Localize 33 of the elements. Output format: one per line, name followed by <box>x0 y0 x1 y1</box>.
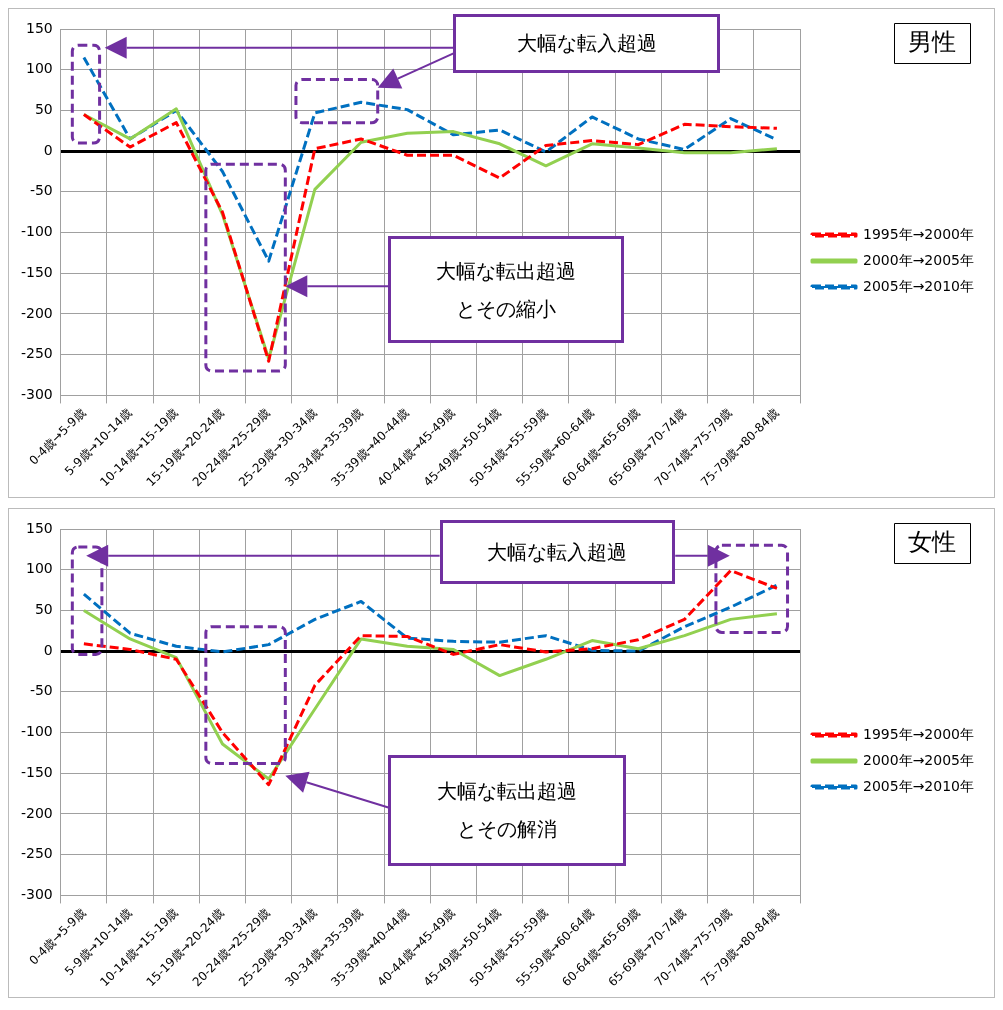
y-tick-label: 50 <box>34 601 53 618</box>
annotation: 大幅な転出超過とその解消 <box>436 778 579 844</box>
text: 女性 <box>908 528 956 557</box>
y-tick-label: -150 <box>20 763 53 780</box>
legend-label: 2005年→2010年 <box>863 777 975 794</box>
annotation: 大幅な転出超過とその縮小 <box>434 257 577 323</box>
y-tick-label: -50 <box>29 182 53 199</box>
y-tick-label: -300 <box>20 886 53 903</box>
y-tick-label: -200 <box>20 804 53 821</box>
y-tick-label: -100 <box>20 223 53 240</box>
y-tick-label: -300 <box>20 386 53 403</box>
y-tick-label: -150 <box>20 263 53 280</box>
y-tick-label: 0 <box>43 141 53 158</box>
legend-label: 1995年→2000年 <box>863 725 975 742</box>
text: 男性 <box>908 28 956 57</box>
legend-label: 2000年→2005年 <box>863 751 975 768</box>
y-tick-label: 150 <box>26 519 53 536</box>
y-tick-label: 100 <box>26 560 53 577</box>
legend-label: 2000年→2005年 <box>863 251 975 268</box>
legend-label: 1995年→2000年 <box>863 225 975 242</box>
y-tick-label: -100 <box>20 723 53 740</box>
y-tick-label: 100 <box>26 60 53 77</box>
y-tick-label: 50 <box>34 101 53 118</box>
y-tick-label: -250 <box>20 345 53 362</box>
y-tick-label: -250 <box>20 845 53 862</box>
annotation: 大幅な転入超過 <box>515 30 658 58</box>
line-series <box>82 583 779 654</box>
y-tick-label: 150 <box>26 19 53 36</box>
y-tick-label: -200 <box>20 304 53 321</box>
y-tick-label: -50 <box>29 682 53 699</box>
annotation: 大幅な転入超過 <box>486 539 629 567</box>
y-tick-label: 0 <box>43 641 53 658</box>
legend-label: 2005年→2010年 <box>863 277 975 294</box>
